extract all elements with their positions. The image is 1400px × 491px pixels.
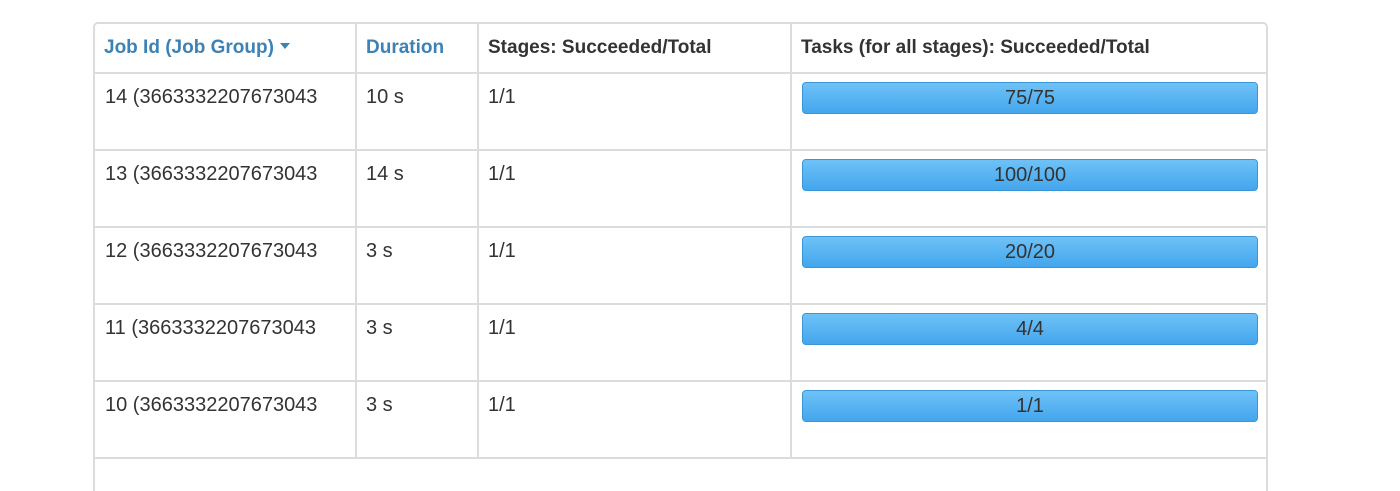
tasks-progress-label: 4/4	[1016, 318, 1044, 340]
tasks-progress-bar: 4/4	[802, 313, 1258, 345]
job-id-link[interactable]: 11 (3663332207673043	[105, 317, 316, 339]
job-id-link[interactable]: 10 (3663332207673043	[105, 394, 318, 416]
duration-value: 3 s	[366, 317, 393, 339]
tasks-progress-label: 100/100	[993, 164, 1067, 186]
duration-cell: 3 s	[356, 304, 479, 382]
caret-down-icon[interactable]	[279, 42, 290, 49]
duration-value: 3 s	[366, 394, 393, 416]
tasks-progress-fill	[803, 83, 1257, 113]
table-row: 10 (3663332207673043 3 s 1/1 1/1	[95, 381, 1266, 459]
stages-cell: 1/1	[478, 304, 792, 382]
duration-header-label[interactable]: Duration	[366, 37, 445, 58]
tasks-cell: 20/20	[791, 227, 1266, 305]
job-id-cell[interactable]: 13 (3663332207673043	[95, 150, 357, 228]
duration-column-header[interactable]: Duration	[356, 24, 479, 74]
stages-value: 1/1	[488, 394, 516, 416]
table-header-row: Job Id (Job Group) Duration Stages: Succ…	[95, 24, 1266, 74]
stages-value: 1/1	[488, 317, 516, 339]
stages-cell: 1/1	[478, 227, 792, 305]
tasks-progress-fill	[803, 160, 1257, 190]
tasks-cell: 1/1	[791, 381, 1266, 459]
job-id-header-label[interactable]: Job Id (Job Group)	[104, 37, 274, 58]
stages-value: 1/1	[488, 163, 516, 185]
tasks-progress-fill	[803, 391, 1257, 421]
tasks-progress-bar: 20/20	[802, 236, 1258, 268]
stages-value: 1/1	[488, 240, 516, 262]
stages-column-header: Stages: Succeeded/Total	[478, 24, 792, 74]
jobs-table-container: Job Id (Job Group) Duration Stages: Succ…	[93, 22, 1268, 491]
duration-cell: 3 s	[356, 227, 479, 305]
tasks-progress-bar: 100/100	[802, 159, 1258, 191]
stages-value: 1/1	[488, 86, 516, 108]
stages-cell: 1/1	[478, 381, 792, 459]
duration-value: 14 s	[366, 163, 404, 185]
job-id-cell[interactable]: 14 (3663332207673043	[95, 73, 357, 151]
stages-cell: 1/1	[478, 150, 792, 228]
job-id-link[interactable]: 13 (3663332207673043	[105, 163, 318, 185]
stages-cell: 1/1	[478, 73, 792, 151]
tasks-progress-label: 20/20	[1004, 241, 1056, 263]
table-row: 14 (3663332207673043 10 s 1/1 75/75	[95, 73, 1266, 151]
job-id-column-header[interactable]: Job Id (Job Group)	[95, 24, 357, 74]
table-row: 11 (3663332207673043 3 s 1/1 4/4	[95, 304, 1266, 382]
tasks-column-header: Tasks (for all stages): Succeeded/Total	[791, 24, 1266, 74]
tasks-cell: 100/100	[791, 150, 1266, 228]
tasks-progress-bar: 75/75	[802, 82, 1258, 114]
tasks-progress-fill	[803, 314, 1257, 344]
tasks-cell: 75/75	[791, 73, 1266, 151]
tasks-progress-bar: 1/1	[802, 390, 1258, 422]
jobs-table: Job Id (Job Group) Duration Stages: Succ…	[95, 24, 1266, 459]
tasks-header-label: Tasks (for all stages): Succeeded/Total	[801, 37, 1150, 58]
tasks-progress-label: 75/75	[1004, 87, 1056, 109]
job-id-cell[interactable]: 11 (3663332207673043	[95, 304, 357, 382]
table-row: 12 (3663332207673043 3 s 1/1 20/20	[95, 227, 1266, 305]
duration-value: 10 s	[366, 86, 404, 108]
table-row: 13 (3663332207673043 14 s 1/1 100/100	[95, 150, 1266, 228]
tasks-cell: 4/4	[791, 304, 1266, 382]
duration-cell: 14 s	[356, 150, 479, 228]
tasks-progress-fill	[803, 237, 1257, 267]
job-id-link[interactable]: 14 (3663332207673043	[105, 86, 318, 108]
duration-cell: 3 s	[356, 381, 479, 459]
stages-header-label: Stages: Succeeded/Total	[488, 37, 712, 58]
job-id-link[interactable]: 12 (3663332207673043	[105, 240, 318, 262]
duration-value: 3 s	[366, 240, 393, 262]
job-id-cell[interactable]: 12 (3663332207673043	[95, 227, 357, 305]
job-id-cell[interactable]: 10 (3663332207673043	[95, 381, 357, 459]
tasks-progress-label: 1/1	[1016, 395, 1044, 417]
duration-cell: 10 s	[356, 73, 479, 151]
